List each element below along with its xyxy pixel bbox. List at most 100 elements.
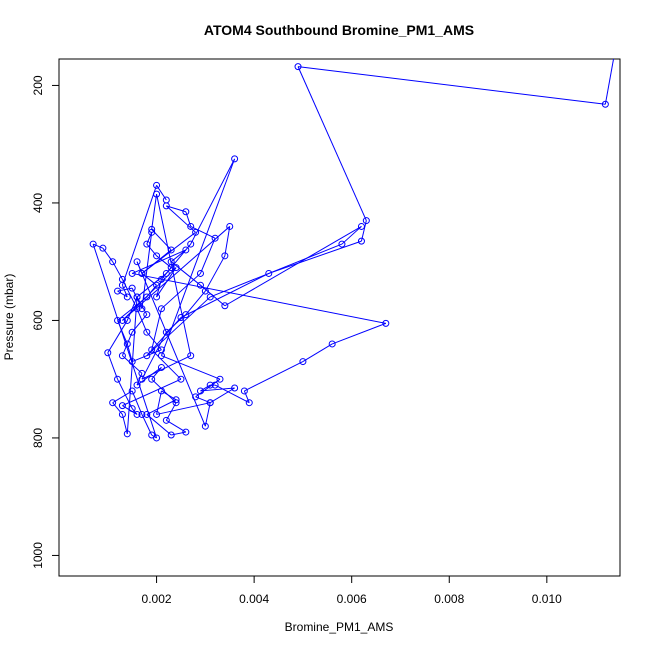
series-line-segment <box>146 232 153 245</box>
data-point <box>133 293 141 301</box>
data-point <box>153 281 161 289</box>
data-point <box>118 410 126 418</box>
data-point <box>187 352 195 360</box>
data-point <box>148 228 156 236</box>
series-line-segment <box>165 267 172 274</box>
data-point <box>245 399 253 407</box>
series-line-segment <box>200 237 216 274</box>
data-point <box>201 422 209 430</box>
series-line-segment <box>297 66 367 221</box>
data-series <box>89 47 618 442</box>
series-line-segment <box>244 361 304 392</box>
series-line-segment <box>121 185 158 286</box>
data-point <box>133 410 141 418</box>
series-line-segment <box>224 226 231 256</box>
series-line-segment <box>131 249 187 274</box>
data-point <box>99 244 107 252</box>
data-point <box>357 222 365 230</box>
y-tick-label: 800 <box>31 428 45 448</box>
series-line-segment <box>332 322 387 345</box>
data-point <box>143 293 151 301</box>
x-tick-label: 0.002 <box>142 592 172 606</box>
data-point <box>153 190 161 198</box>
data-point <box>143 328 151 336</box>
series-line-segment <box>107 320 128 354</box>
data-point <box>157 346 165 354</box>
data-point <box>201 287 209 295</box>
series-line-segment <box>360 220 367 242</box>
data-point <box>138 369 146 377</box>
series-line-segment <box>122 378 182 407</box>
series-line-segment <box>146 243 157 257</box>
data-point <box>192 228 200 236</box>
data-point <box>128 387 136 395</box>
y-axis-label: Pressure (mbar) <box>2 274 16 361</box>
data-point <box>123 316 131 324</box>
data-point <box>104 349 112 357</box>
data-point <box>265 269 273 277</box>
series-line-segment <box>107 352 119 380</box>
series-line-segment <box>146 331 162 351</box>
data-point <box>157 305 165 313</box>
data-point <box>148 225 156 233</box>
series-line-segment <box>224 226 362 307</box>
series-line-segment <box>161 355 221 380</box>
series-line-segment <box>161 273 201 310</box>
data-point <box>157 275 165 283</box>
series-line-segment <box>146 296 211 357</box>
data-point <box>187 222 195 230</box>
data-point <box>206 399 214 407</box>
data-point <box>153 181 161 189</box>
series-line-segment <box>604 59 615 105</box>
series-line-segment <box>341 226 362 245</box>
data-point <box>162 328 170 336</box>
series-line-segment <box>171 431 186 436</box>
data-point <box>128 284 136 292</box>
data-point <box>148 346 156 354</box>
data-point <box>216 375 224 383</box>
series-line-segment <box>131 287 143 309</box>
data-point <box>118 316 126 324</box>
series-line-segment <box>92 243 104 249</box>
series-line-segment <box>190 225 216 239</box>
series-line-segment <box>302 343 333 362</box>
series-line-segment <box>195 396 211 404</box>
series-line-segment <box>126 296 138 434</box>
x-axis: 0.002 0.004 0.006 0.008 0.010 <box>142 576 562 606</box>
data-point <box>192 393 200 401</box>
data-point <box>162 196 170 204</box>
series-line-segment <box>185 290 206 315</box>
data-point <box>153 252 161 260</box>
data-point <box>157 387 165 395</box>
series-line-segment <box>200 384 211 392</box>
data-point <box>362 217 370 225</box>
x-tick-label: 0.004 <box>239 592 269 606</box>
data-point <box>211 234 219 242</box>
data-point <box>109 258 117 266</box>
y-tick-label: 200 <box>31 75 45 95</box>
data-point <box>89 240 97 248</box>
series-line-segment <box>151 367 162 380</box>
series-line-segment <box>170 261 201 286</box>
data-point <box>167 431 175 439</box>
data-point <box>109 399 117 407</box>
x-tick-label: 0.008 <box>434 592 464 606</box>
series-line-segment <box>92 243 158 439</box>
data-point <box>612 47 618 53</box>
data-point <box>182 246 190 254</box>
data-point <box>162 416 170 424</box>
data-point <box>143 352 151 360</box>
series-line-segment <box>117 287 133 292</box>
series-line-segment <box>132 272 386 324</box>
data-point <box>299 358 307 366</box>
series-line-segment <box>214 384 250 404</box>
series-line-segment <box>160 158 236 356</box>
data-point <box>128 358 136 366</box>
series-line-segment <box>146 399 177 415</box>
series-line-segment <box>151 378 177 404</box>
data-point <box>133 258 141 266</box>
series-line-segment <box>146 414 172 436</box>
data-point <box>123 430 131 438</box>
series-line-segment <box>117 320 128 345</box>
series-line-segment <box>210 243 343 298</box>
